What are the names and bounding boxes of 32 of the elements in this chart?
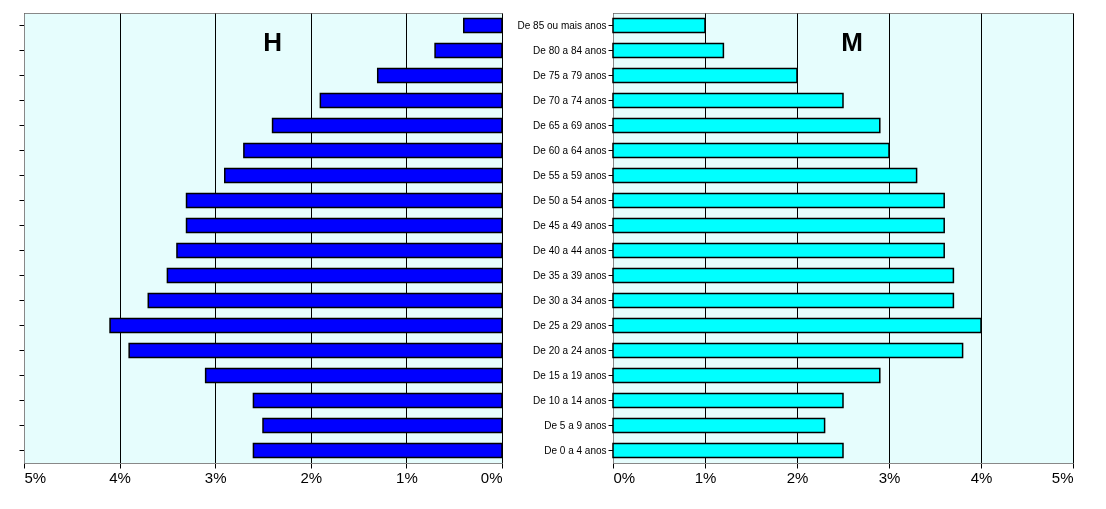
y-tick-label: De 5 a 9 anos: [544, 419, 607, 431]
x-tick-label: 1%: [694, 468, 717, 486]
y-tick-label: De 70 a 74 anos: [533, 94, 607, 106]
y-tick-label: De 45 a 49 anos: [533, 219, 607, 231]
x-tick-label: 4%: [109, 468, 131, 486]
x-tick-label: 3%: [204, 468, 227, 486]
x-tick-label: 0%: [480, 468, 503, 486]
x-tick-label: 4%: [970, 468, 993, 486]
x-tick-label: 2%: [786, 468, 809, 486]
y-tick-label: De 30 a 34 anos: [533, 294, 607, 306]
y-tick-label: De 65 a 69 anos: [533, 119, 607, 131]
text: H: [263, 27, 282, 57]
y-tick-label: De 25 a 29 anos: [533, 319, 607, 331]
y-tick-label: De 20 a 24 anos: [533, 344, 607, 356]
y-tick-label: De 15 a 19 anos: [533, 369, 607, 381]
x-tick-label: 5%: [24, 468, 47, 486]
y-tick-label: De 60 a 64 anos: [533, 144, 607, 156]
x-tick-label: 1%: [396, 468, 418, 486]
y-tick-label: De 50 a 54 anos: [533, 194, 607, 206]
y-tick-label: De 0 a 4 anos: [544, 444, 607, 456]
x-tick-label: 2%: [300, 468, 323, 486]
y-tick-label: De 55 a 59 anos: [533, 169, 607, 181]
x-tick-label: 0%: [613, 468, 636, 486]
text: M: [841, 27, 864, 57]
x-tick-label: 5%: [1051, 468, 1074, 486]
y-tick-label: De 40 a 44 anos: [533, 244, 607, 256]
y-tick-label: De 85 ou mais anos: [517, 19, 607, 31]
x-tick-label: 3%: [878, 468, 901, 486]
y-tick-label: De 75 a 79 anos: [533, 69, 607, 81]
y-tick-label: De 80 a 84 anos: [533, 44, 607, 56]
y-tick-label: De 35 a 39 anos: [533, 269, 607, 281]
y-tick-label: De 10 a 14 anos: [533, 394, 607, 406]
